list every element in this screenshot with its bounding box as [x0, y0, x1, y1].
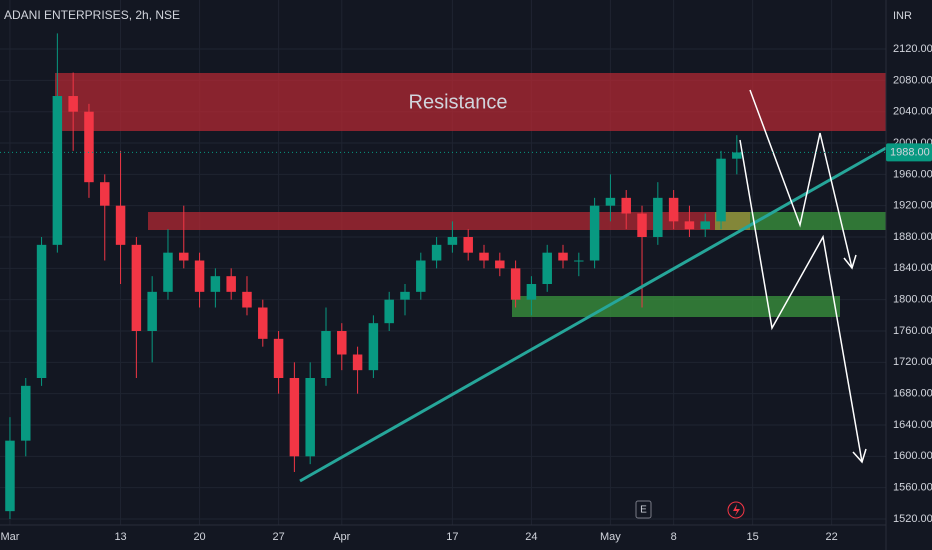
earnings-icon[interactable] [635, 500, 652, 519]
x-tick-label: 22 [826, 531, 838, 543]
candle-body [384, 299, 394, 324]
x-tick-label: 8 [671, 531, 677, 543]
y-tick-label: 1800.00 [893, 294, 932, 306]
candle-body [273, 338, 284, 378]
candle-body [131, 244, 142, 332]
y-tick-label: 1680.00 [893, 388, 932, 400]
candle-body [589, 205, 600, 261]
arrow-head [852, 448, 867, 464]
candle-body [242, 291, 252, 308]
candle-body [115, 205, 126, 245]
candle-body [147, 291, 157, 332]
candle-body [416, 260, 426, 292]
y-tick-label: 1880.00 [893, 231, 932, 243]
projection-path [749, 89, 853, 269]
candle-body [605, 197, 616, 206]
x-tick-label: 15 [747, 531, 759, 543]
candle-body [495, 260, 505, 269]
event-icon-bolt [733, 504, 740, 516]
candle-body [179, 252, 189, 261]
x-tick-label: Apr [333, 531, 350, 543]
candle-body [400, 291, 410, 300]
candle-body [653, 197, 663, 238]
y-tick-label: 1840.00 [893, 262, 932, 274]
y-tick-label: 2040.00 [893, 106, 932, 118]
candle-body [700, 221, 710, 230]
candle-body [352, 354, 363, 371]
candle-body [431, 244, 442, 261]
y-tick-label: 1640.00 [893, 419, 932, 431]
x-tick-label: Mar [0, 531, 19, 543]
candle-body [447, 237, 458, 245]
x-tick-label: 17 [446, 531, 458, 543]
candle-body [574, 260, 584, 262]
currency: INR [893, 10, 912, 22]
y-tick-label: 1760.00 [893, 325, 932, 337]
last-price-box [886, 143, 932, 162]
candle-body [732, 152, 742, 159]
candle-body [305, 377, 315, 457]
zone-label: Resistance [409, 91, 508, 113]
y-tick-label: 1720.00 [893, 356, 932, 368]
x-tick-label: 20 [193, 531, 205, 543]
trend-line [299, 146, 887, 483]
plot-area [0, 0, 886, 525]
candle-body [52, 96, 63, 245]
candle-body [258, 307, 268, 339]
drawings [299, 89, 887, 483]
y-tick-label: 1520.00 [893, 513, 932, 525]
candle-body [36, 244, 47, 378]
candle-body [510, 268, 521, 300]
candle-body [337, 331, 347, 355]
candle-body [621, 197, 631, 214]
candle-body [558, 252, 568, 261]
candle-body [210, 276, 221, 292]
y-tick-label: 2120.00 [893, 43, 932, 55]
earnings-label[interactable]: E [640, 505, 647, 516]
event-icon[interactable] [727, 501, 745, 519]
candle-body [289, 377, 300, 457]
support-zone [512, 296, 840, 317]
last-price-label: 1988.00 [890, 146, 930, 158]
candle-body [637, 213, 647, 238]
x-tick-label: May [600, 531, 621, 543]
candle-body [226, 276, 236, 292]
resistance-zone-small [148, 212, 715, 230]
candle-body [684, 221, 695, 230]
candle-body [542, 252, 552, 285]
x-tick-label: 13 [114, 531, 126, 543]
candle-body [463, 237, 473, 253]
x-tick-label: 24 [525, 531, 537, 543]
candle-body [668, 197, 679, 222]
y-tick-label: 1920.00 [893, 200, 932, 212]
y-tick-label: 1560.00 [893, 482, 932, 494]
arrow-head [843, 254, 857, 270]
x-tick-label: 27 [272, 531, 284, 543]
candle-body [100, 182, 110, 206]
resistance-zone [55, 73, 886, 131]
candle-body [21, 385, 31, 441]
candle-body [479, 252, 489, 261]
candle-body [194, 260, 205, 292]
candle-body [321, 331, 331, 378]
candle-body [368, 323, 379, 371]
y-tick-label: 2080.00 [893, 74, 932, 86]
candle-body [84, 111, 94, 183]
candle-body [716, 158, 726, 222]
candle-body [5, 440, 15, 512]
y-tick-label: 1960.00 [893, 168, 932, 180]
candles [5, 33, 742, 519]
chart-title: ADANI ENTERPRISES, 2h, NSE [4, 8, 180, 22]
candle-body [68, 96, 78, 112]
projection-path [739, 139, 863, 463]
candle-body [163, 252, 173, 292]
candle-body [526, 284, 537, 300]
y-tick-label: 1600.00 [893, 450, 932, 462]
